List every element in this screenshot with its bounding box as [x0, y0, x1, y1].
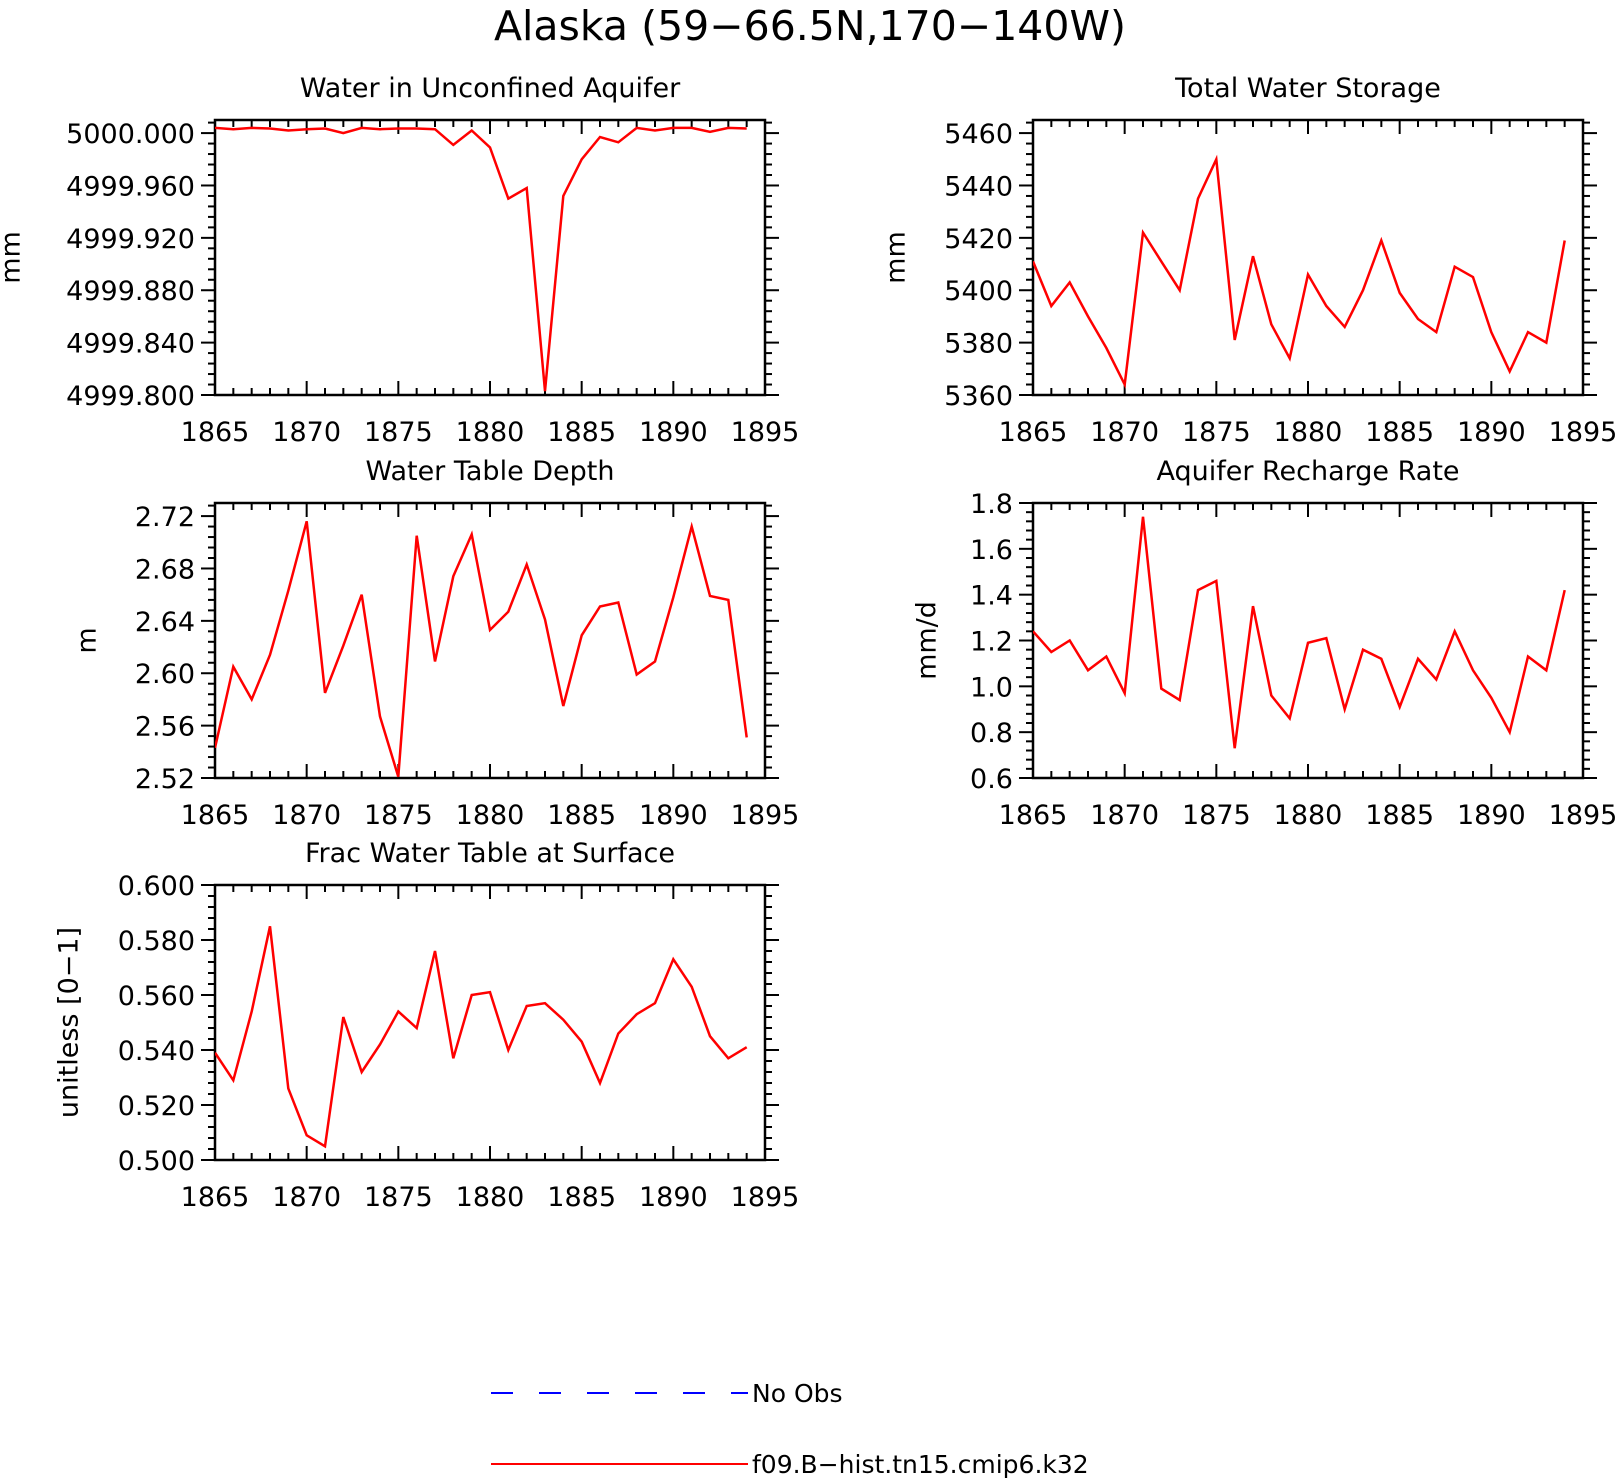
x-tick-label: 1875 [1182, 417, 1251, 448]
y-tick-label: 0.6 [970, 764, 1013, 795]
x-tick-label: 1875 [364, 1182, 433, 1213]
x-tick-label: 1870 [272, 800, 341, 831]
x-tick-label: 1875 [364, 800, 433, 831]
x-tick-label: 1890 [1457, 417, 1526, 448]
panel-water-table-depth: Water Table Depth 1865 1870 1875 1880 1885 189… [72, 456, 800, 831]
y-tick-label: 4999.960 [66, 171, 195, 202]
y-tick-label: 5000.000 [66, 119, 195, 150]
panel-title-total-water-storage: Total Water Storage [1174, 73, 1441, 104]
y-tick-label: 0.8 [970, 718, 1013, 749]
x-tick-label: 1880 [456, 1182, 525, 1213]
panel-total-water-storage: Total Water Storage 1865 1870 1875 1880 1885 1… [881, 73, 1618, 448]
y-tick-label: 4999.920 [66, 224, 195, 255]
y-axis-label: m [72, 627, 103, 653]
x-tick-label: 1865 [999, 417, 1068, 448]
panel-water-in-unconfined-aquifer: Water in Unconfined Aquifer 1865 1870 1875 1… [0, 73, 799, 448]
panel-aquifer-recharge-rate: Aquifer Recharge Rate 1865 1870 1875 1880 188… [912, 456, 1618, 831]
legend-label-no-obs: No Obs [752, 1379, 843, 1408]
legend: No Obs f09.B−hist.tn15.cmip6.k32 [491, 1379, 1089, 1479]
y-tick-label: 2.64 [135, 607, 195, 638]
x-tick-label: 1870 [272, 1182, 341, 1213]
y-tick-label: 1.4 [970, 581, 1013, 612]
panels: Water in Unconfined Aquifer 1865 1870 1875 1… [0, 73, 1617, 1213]
y-tick-label: 2.52 [135, 764, 195, 795]
y-axis-label: unitless [0−1] [54, 927, 85, 1118]
x-tick-label: 1875 [364, 417, 433, 448]
y-tick-label: 5440 [944, 171, 1013, 202]
x-tick-label: 1890 [1457, 800, 1526, 831]
plot-frame [1031, 501, 1585, 780]
x-tick-label: 1895 [1549, 800, 1618, 831]
y-tick-label: 0.580 [118, 926, 195, 957]
y-tick-label: 5460 [944, 119, 1013, 150]
y-tick-label: 2.68 [135, 554, 195, 585]
panel-frac-water-table-at-surface: Frac Water Table at Surface 1865 1870 1875 1… [54, 838, 800, 1213]
x-tick-label: 1895 [731, 417, 800, 448]
x-tick-label: 1865 [999, 800, 1068, 831]
plot-frame [213, 883, 767, 1162]
plot-frame [213, 501, 767, 780]
legend-label-model: f09.B−hist.tn15.cmip6.k32 [752, 1450, 1089, 1479]
x-tick-label: 1870 [272, 417, 341, 448]
series-line-water-in-unconfined-aquifer [215, 126, 747, 392]
x-tick-label: 1885 [547, 800, 616, 831]
x-tick-label: 1885 [1365, 800, 1434, 831]
y-axis-label: mm [0, 231, 27, 284]
panel-title-frac-water-table-at-surface: Frac Water Table at Surface [305, 838, 675, 869]
series-line-total-water-storage [1033, 154, 1566, 389]
x-tick-label: 1865 [181, 417, 250, 448]
x-tick-label: 1895 [731, 1182, 800, 1213]
x-tick-label: 1890 [639, 417, 708, 448]
x-tick-label: 1865 [181, 1182, 250, 1213]
x-tick-label: 1880 [1274, 417, 1343, 448]
y-tick-label: 0.500 [118, 1146, 195, 1177]
panel-title-aquifer-recharge-rate: Aquifer Recharge Rate [1156, 456, 1459, 487]
y-axis-label: mm [881, 231, 912, 284]
x-tick-label: 1865 [181, 800, 250, 831]
plot-frame [213, 118, 767, 397]
y-tick-label: 0.560 [118, 981, 195, 1012]
y-tick-label: 5360 [944, 381, 1013, 412]
series-line-frac-water-table-at-surface [215, 926, 748, 1149]
y-tick-label: 4999.800 [66, 381, 195, 412]
x-tick-label: 1885 [547, 1182, 616, 1213]
x-tick-label: 1875 [1182, 800, 1251, 831]
y-tick-label: 0.600 [118, 871, 195, 902]
y-tick-label: 1.6 [970, 535, 1013, 566]
x-tick-label: 1880 [456, 800, 525, 831]
y-tick-label: 1.2 [970, 627, 1013, 658]
x-tick-label: 1890 [639, 1182, 708, 1213]
x-tick-label: 1885 [1365, 417, 1434, 448]
figure-title: Alaska (59−66.5N,170−140W) [494, 2, 1126, 50]
y-tick-label: 2.56 [135, 712, 195, 743]
x-tick-label: 1895 [731, 800, 800, 831]
x-tick-label: 1890 [639, 800, 708, 831]
y-axis-label: mm/d [912, 601, 943, 680]
y-tick-label: 0.520 [118, 1091, 195, 1122]
y-tick-label: 2.72 [135, 502, 195, 533]
series-line-water-table-depth [215, 520, 748, 778]
x-tick-label: 1880 [1274, 800, 1343, 831]
y-tick-label: 1.8 [970, 489, 1013, 520]
y-tick-label: 4999.880 [66, 276, 195, 307]
y-tick-label: 5400 [944, 276, 1013, 307]
y-tick-label: 5420 [944, 224, 1013, 255]
panel-title-water-in-unconfined-aquifer: Water in Unconfined Aquifer [300, 73, 681, 104]
y-tick-label: 2.60 [135, 659, 195, 690]
y-tick-label: 4999.840 [66, 329, 195, 360]
panel-title-water-table-depth: Water Table Depth [365, 456, 614, 487]
x-tick-label: 1870 [1090, 800, 1159, 831]
x-tick-label: 1880 [456, 417, 525, 448]
x-tick-label: 1870 [1090, 417, 1159, 448]
series-line-aquifer-recharge-rate [1033, 516, 1566, 749]
x-tick-label: 1895 [1549, 417, 1618, 448]
x-tick-label: 1885 [547, 417, 616, 448]
y-tick-label: 5380 [944, 329, 1013, 360]
y-tick-label: 1.0 [970, 672, 1013, 703]
y-tick-label: 0.540 [118, 1036, 195, 1067]
